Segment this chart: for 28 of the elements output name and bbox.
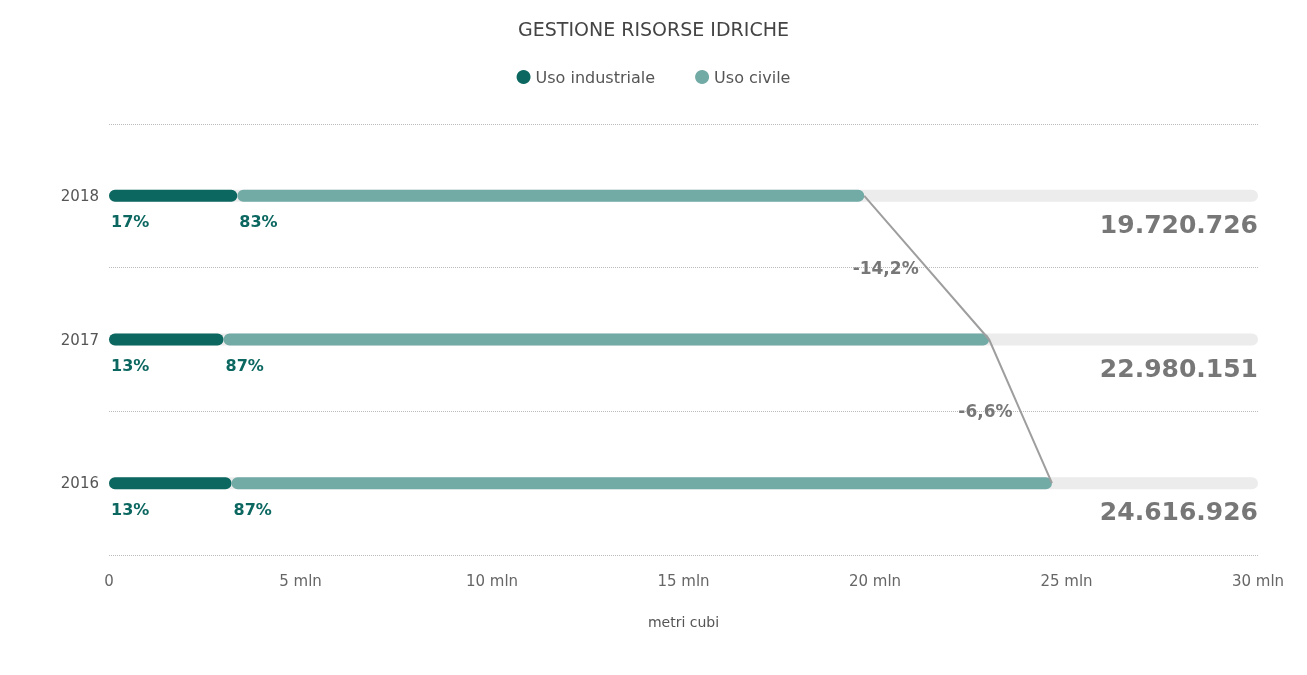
x-tick-label: 20 mln <box>848 571 902 590</box>
y-tick-label: 2016 <box>60 474 99 493</box>
x-tick-label: 5 mln <box>279 571 322 590</box>
annotation: 87% <box>225 356 264 375</box>
y-tick-label: 2018 <box>60 186 99 205</box>
bar <box>109 189 238 202</box>
annotation: -14,2% <box>852 257 919 278</box>
annotation: 13% <box>111 499 150 519</box>
x-tick-label: 10 mln <box>465 571 519 590</box>
x-tick-label: 0 <box>104 571 114 590</box>
x-tick-label: 25 mln <box>1040 571 1093 590</box>
legend-label: Uso civile <box>714 67 791 87</box>
chart-title: GESTIONE RISORSE IDRICHE <box>518 17 789 40</box>
annotation: -6,6% <box>958 401 1013 422</box>
y-tick-label: 2017 <box>60 330 99 349</box>
x-tick-label: 15 mln <box>657 571 710 590</box>
annotation: 22.980.151 <box>1099 353 1258 383</box>
x-tick-label: 30 mln <box>1231 571 1285 590</box>
annotation: 17% <box>111 212 150 232</box>
bar <box>109 477 232 490</box>
annotation: 83% <box>239 212 278 232</box>
x-axis-title: metri cubi <box>647 614 720 630</box>
legend-label: Uso industriale <box>535 67 656 87</box>
annotation: 87% <box>233 499 272 519</box>
annotation: 13% <box>111 356 150 375</box>
bar <box>109 333 224 346</box>
annotation: 24.616.926 <box>1099 497 1258 527</box>
annotation: 19.720.726 <box>1099 209 1258 239</box>
